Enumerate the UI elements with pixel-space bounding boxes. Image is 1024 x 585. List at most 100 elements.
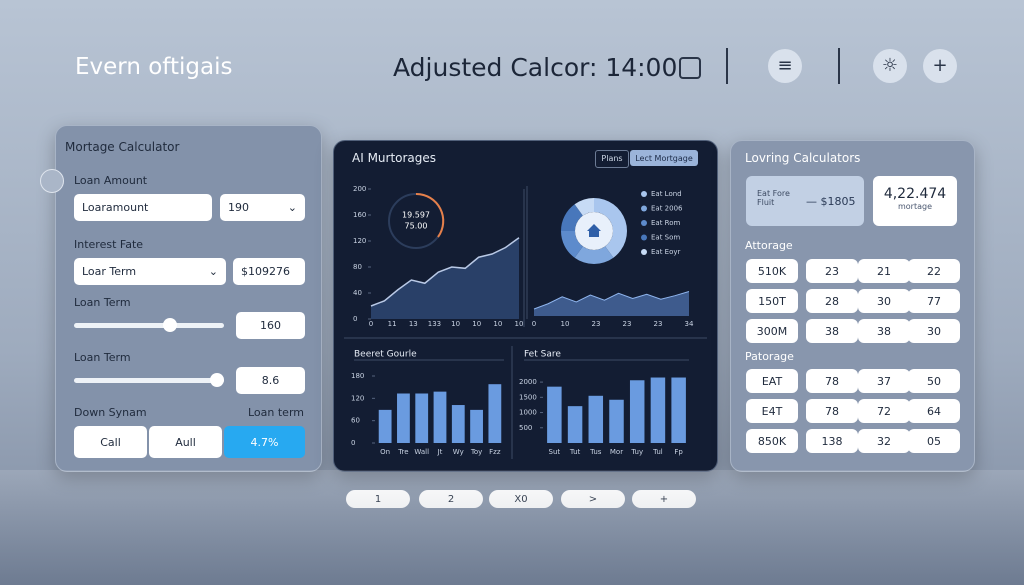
legend-swatch	[641, 249, 647, 255]
grid-cell[interactable]: 850K	[746, 429, 798, 453]
tab-active[interactable]: Lect Mortgage	[630, 150, 698, 166]
grid-cell[interactable]: 78	[806, 369, 858, 393]
bar	[567, 406, 583, 443]
pie-slice	[574, 246, 614, 265]
button[interactable]: Call	[74, 426, 147, 458]
grid-cell[interactable]: E4T	[746, 399, 798, 423]
bar	[378, 409, 392, 443]
page-button[interactable]: >	[561, 490, 625, 508]
grid-cell[interactable]: 150T	[746, 289, 798, 313]
grid-cell[interactable]: 21	[858, 259, 910, 283]
grid-cell[interactable]: 30	[908, 319, 960, 343]
y-tick-label: 60	[351, 417, 360, 425]
icon-square[interactable]	[679, 57, 701, 79]
settings-button[interactable]: ☼	[873, 49, 907, 83]
x-tick-label: 11	[388, 320, 397, 328]
grid-cell[interactable]: 22	[908, 259, 960, 283]
grid-cell[interactable]: 138	[806, 429, 858, 453]
page-button[interactable]: 2	[419, 490, 483, 508]
legend-label: Eat Som	[651, 234, 680, 242]
grid-cell[interactable]: 38	[858, 319, 910, 343]
label: Loan Amount	[74, 174, 148, 187]
panel-title: Mortage Calculator	[65, 140, 180, 154]
pie-slice	[574, 198, 594, 216]
select[interactable]: $109276	[233, 258, 305, 285]
x-tick-label: Wall	[414, 448, 429, 456]
x-tick-label: 0	[532, 320, 536, 328]
x-tick-label: Tus	[589, 448, 602, 456]
bar	[433, 391, 447, 443]
x-tick-label: 10	[561, 320, 570, 328]
grid-cell[interactable]: 72	[858, 399, 910, 423]
y-tick-label: 1000	[519, 409, 537, 417]
x-tick-label: Sut	[549, 448, 561, 456]
label: Loan Term	[74, 351, 131, 364]
chevron: ⌄	[287, 201, 297, 214]
page-button[interactable]: +	[632, 490, 696, 508]
tab[interactable]: Plans	[595, 150, 629, 168]
grid-cell[interactable]: 510K	[746, 259, 798, 283]
label: Interest Fate	[74, 238, 144, 251]
grid-cell[interactable]: 50	[908, 369, 960, 393]
x-tick-label: 23	[623, 320, 632, 328]
grid-cell[interactable]: 37	[858, 369, 910, 393]
summary-card[interactable]: 4,22.474 mortage	[873, 176, 957, 226]
x-tick-label: 10	[472, 320, 481, 328]
value-box[interactable]: 160	[236, 312, 305, 339]
grid-cell[interactable]: 28	[806, 289, 858, 313]
legend-swatch	[641, 205, 647, 212]
x-tick-label: Mor	[610, 448, 623, 456]
side-icon[interactable]	[40, 169, 64, 193]
x-tick-label: 23	[592, 320, 601, 328]
grid-cell[interactable]: 300M	[746, 319, 798, 343]
slider-track[interactable]	[74, 323, 224, 328]
x-tick-label: Fp	[674, 448, 683, 456]
ring-text: 19.597	[402, 211, 430, 220]
grid-cell[interactable]: 77	[908, 289, 960, 313]
add-button[interactable]: +	[923, 49, 957, 83]
page-button[interactable]: X0	[489, 490, 553, 508]
legend-label: Eat Lond	[651, 190, 682, 198]
button[interactable]: Aull	[149, 426, 222, 458]
left-panel: Mortage Calculator Loan Amount Loaramoun…	[40, 125, 322, 472]
select[interactable]: Loar Term ⌄	[74, 258, 226, 285]
card-value: 4,22.474	[883, 186, 947, 202]
summary-card[interactable]: Eat Fore Fluit — $1805	[746, 176, 864, 226]
panel-title: AI Murtorages	[352, 151, 437, 165]
grid-cell[interactable]: 30	[858, 289, 910, 313]
slider-track[interactable]	[74, 378, 224, 383]
grid-cell[interactable]: 23	[806, 259, 858, 283]
legend-label: Eat Eoyr	[651, 248, 681, 256]
slider-thumb[interactable]	[163, 318, 177, 332]
x-tick-label: Tul	[652, 448, 663, 456]
center-panel: AI Murtorages Plans Lect Mortgage 0 40 80 1…	[333, 140, 718, 472]
x-tick-label: Tre	[397, 448, 408, 456]
area	[371, 237, 519, 319]
value-box[interactable]: 8.6	[236, 367, 305, 394]
grid-cell[interactable]: EAT	[746, 369, 798, 393]
grid-cell[interactable]: 05	[908, 429, 960, 453]
grid-cell[interactable]: 64	[908, 399, 960, 423]
grid-cell[interactable]: 38	[806, 319, 858, 343]
x-tick-label: 34	[685, 320, 694, 328]
input[interactable]: Loaramount	[74, 194, 212, 221]
menu-button[interactable]: ≡	[768, 49, 802, 83]
app-title: Evern oftigais	[75, 54, 233, 80]
ring-text: 75.00	[405, 222, 428, 231]
select[interactable]: 190 ⌄	[220, 194, 305, 221]
line	[533, 291, 690, 310]
button-active[interactable]: 4.7%	[224, 426, 305, 458]
grid-cell[interactable]: 32	[858, 429, 910, 453]
bar	[451, 405, 465, 443]
page-button[interactable]: 1	[346, 490, 410, 508]
y-tick-label: 40	[353, 289, 362, 297]
right-panel: Lovring Calculators Eat Fore Fluit — $18…	[730, 140, 975, 472]
x-tick-label: Toy	[470, 448, 483, 456]
x-tick-label: 0	[369, 320, 373, 328]
bar	[650, 377, 666, 443]
select-value: Loar Term	[82, 265, 137, 278]
slider-thumb[interactable]	[210, 373, 224, 387]
divider	[838, 48, 840, 84]
grid-cell[interactable]: 78	[806, 399, 858, 423]
